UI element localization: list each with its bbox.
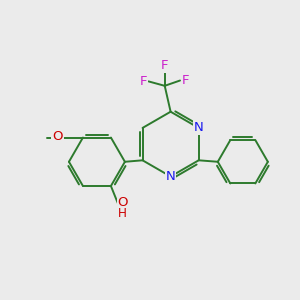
Text: O: O [52,130,63,143]
Text: O: O [117,196,128,209]
Text: N: N [194,122,203,134]
Text: F: F [140,75,147,88]
Text: F: F [161,59,169,72]
Text: F: F [182,74,189,87]
Text: N: N [166,170,176,183]
Text: H: H [118,207,127,220]
